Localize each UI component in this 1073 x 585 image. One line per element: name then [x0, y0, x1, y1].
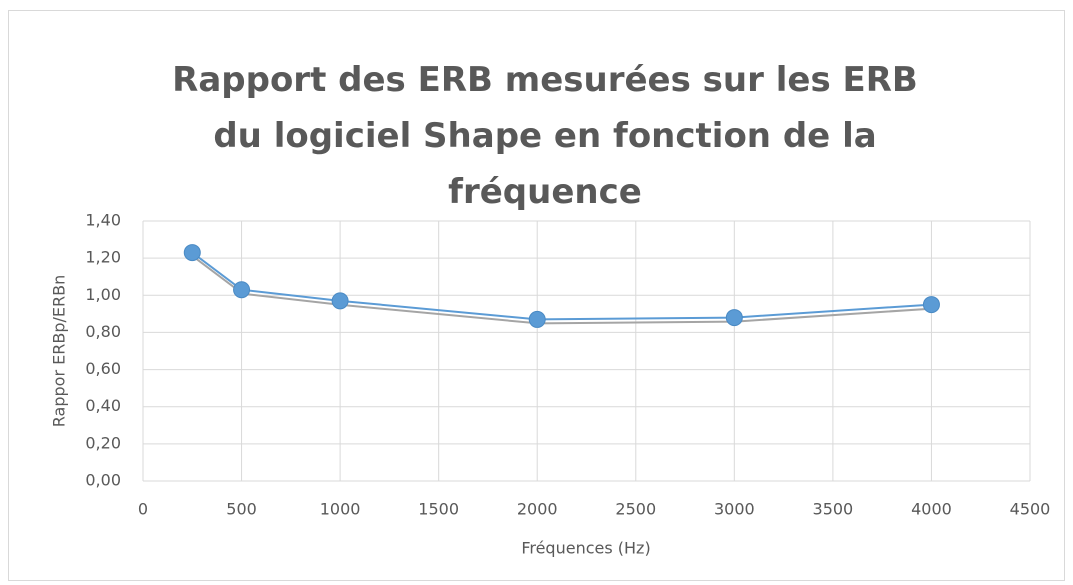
x-tick-label: 2500	[615, 500, 656, 519]
chart-frame	[8, 10, 1065, 581]
x-tick-label: 3000	[714, 500, 755, 519]
x-tick-label: 4500	[1010, 500, 1051, 519]
marker	[922, 296, 940, 314]
x-tick-label: 0	[138, 500, 148, 519]
x-tick-label: 1000	[320, 500, 361, 519]
y-tick-label: 0,40	[85, 396, 121, 415]
y-axis-label: Rappor ERBp/ERBn	[50, 275, 69, 427]
marker	[183, 244, 201, 262]
x-axis-label: Fréquences (Hz)	[521, 539, 650, 558]
x-tick-label: 500	[226, 500, 257, 519]
y-tick-label: 1,40	[85, 211, 121, 230]
y-tick-label: 1,00	[85, 285, 121, 304]
line-shadow	[192, 255, 933, 325]
y-tick-label: 0,60	[85, 359, 121, 378]
marker	[233, 281, 251, 299]
marker	[331, 292, 349, 310]
x-tick-label: 4000	[911, 500, 952, 519]
x-tick-label: 2000	[517, 500, 558, 519]
marker	[725, 309, 743, 327]
y-tick-label: 0,80	[85, 322, 121, 341]
chart-title: Rapport des ERB mesurées sur les ERB du …	[172, 60, 918, 212]
y-tick-label: 1,20	[85, 248, 121, 267]
x-tick-label: 3500	[813, 500, 854, 519]
line	[191, 251, 932, 321]
marker	[528, 310, 546, 328]
y-tick-label: 0,20	[85, 433, 121, 452]
x-tick-label: 1500	[418, 500, 459, 519]
y-tick-label: 0,00	[85, 471, 121, 490]
